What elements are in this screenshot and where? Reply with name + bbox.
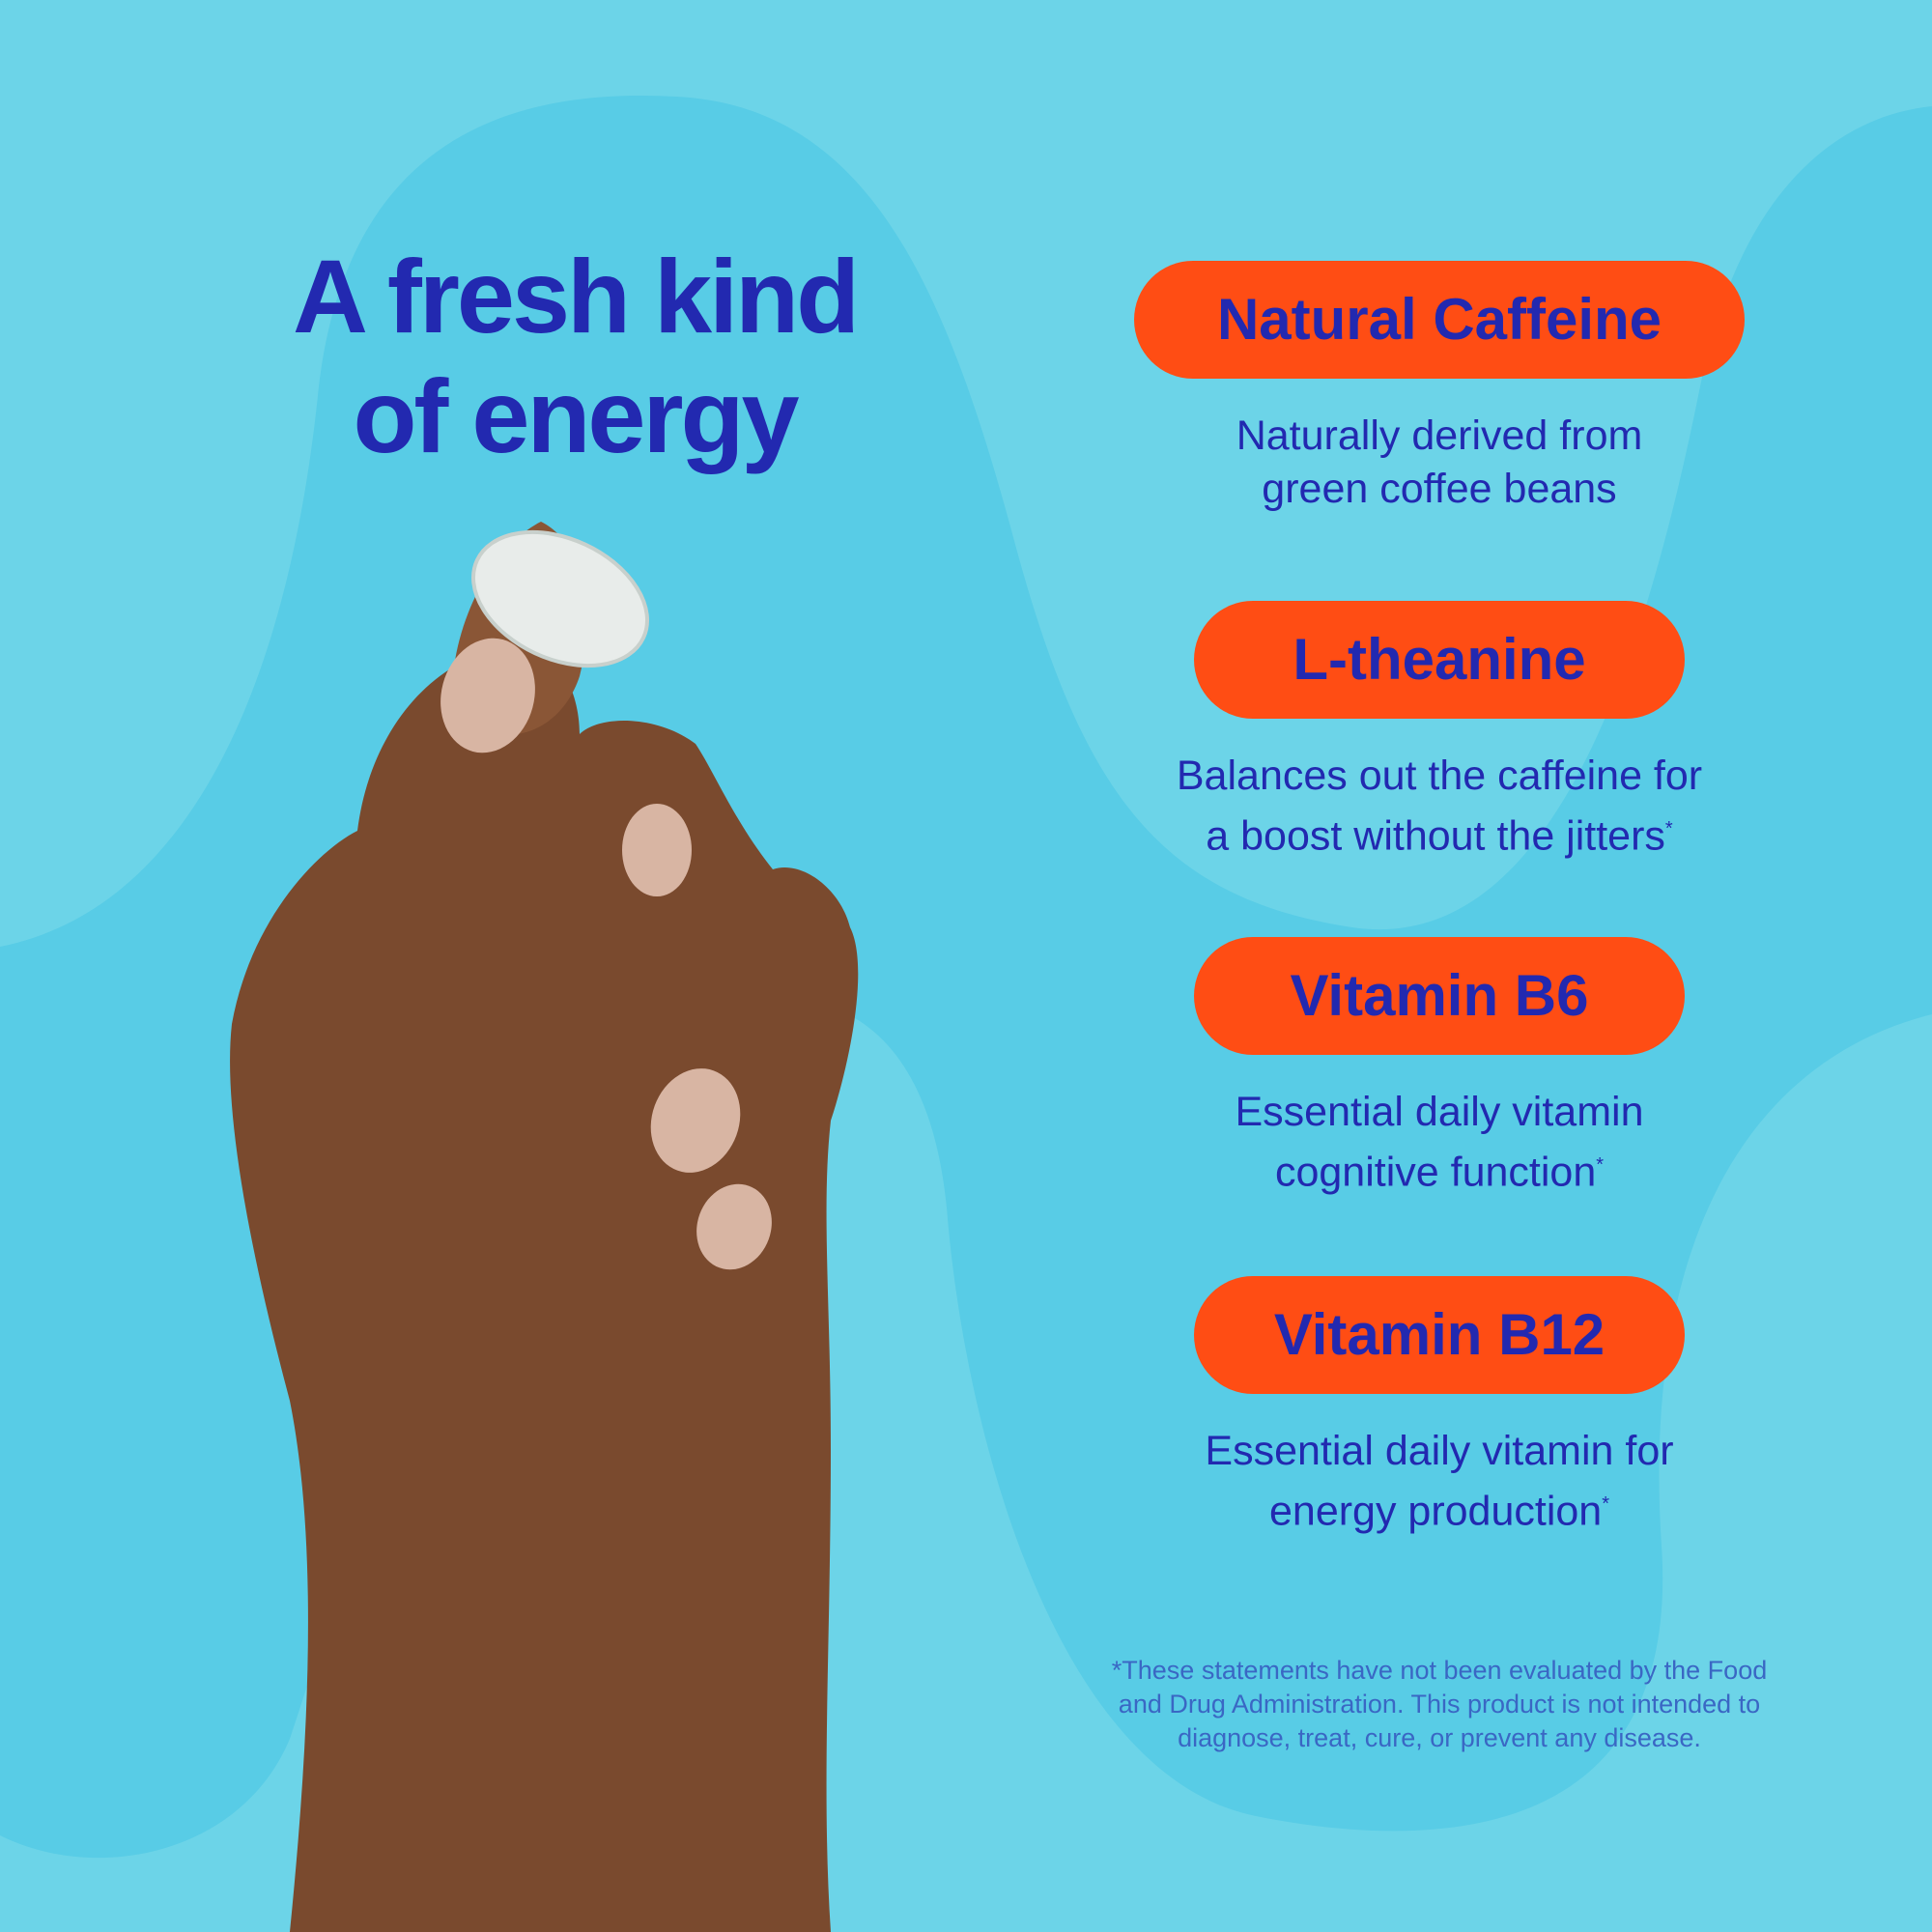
headline-line1: A fresh kind [292, 238, 860, 355]
fingernail [622, 804, 692, 896]
feature-pill: L-theanine [1194, 601, 1685, 719]
feature-pill: Vitamin B6 [1194, 937, 1685, 1055]
feature-description: Essential daily vitamin for energy produc… [1205, 1428, 1674, 1535]
feature-natural-caffeine: Natural Caffeine Naturally derived from g… [1063, 261, 1816, 516]
feature-vitamin-b12: Vitamin B12 Essential daily vitamin for e… [1063, 1276, 1816, 1538]
thumbnail [440, 638, 535, 753]
blob-shape [0, 95, 1932, 1859]
fingernail [650, 1068, 741, 1173]
feature-pill: Vitamin B12 [1194, 1276, 1685, 1394]
fingernail [696, 1183, 772, 1270]
feature-description: Naturally derived from green coffee beans [1236, 412, 1643, 512]
headline-line2: of energy [353, 357, 799, 474]
feature-description: Essential daily vitamin cognitive functio… [1235, 1089, 1644, 1196]
feature-l-theanine: L-theanine Balances out the caffeine for… [1063, 601, 1816, 863]
feature-vitamin-b6: Vitamin B6 Essential daily vitamin cognit… [1063, 937, 1816, 1199]
headline: A fresh kind of energy [184, 237, 966, 476]
fda-disclaimer: *These statements have not been evaluate… [1111, 1656, 1768, 1752]
tablet-icon [473, 531, 647, 667]
feature-description: Balances out the caffeine for a boost wit… [1176, 753, 1703, 860]
hand-shape [230, 648, 859, 1932]
feature-pill: Natural Caffeine [1134, 261, 1745, 379]
